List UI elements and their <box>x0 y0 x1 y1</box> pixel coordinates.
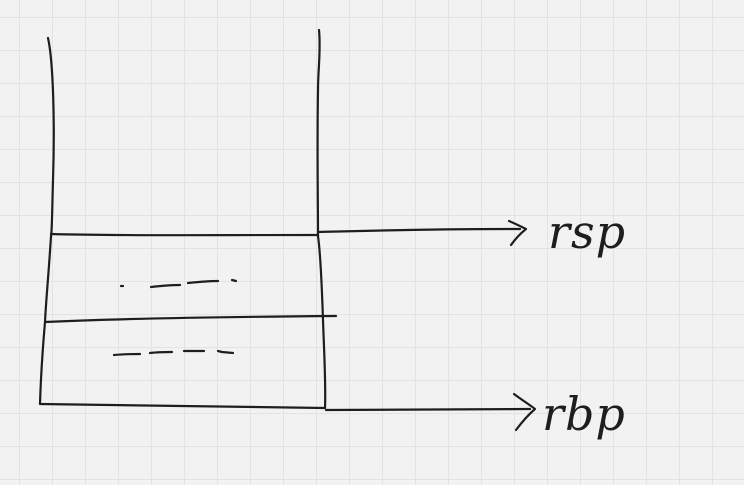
slot-2-placeholder <box>112 349 235 357</box>
slot-1-placeholder <box>119 278 238 289</box>
rsp-boundary-line <box>49 232 320 237</box>
stack-right-wall <box>316 28 327 410</box>
slot-divider-line <box>43 314 338 324</box>
stack-left-wall <box>38 36 55 406</box>
rbp-label: rbp <box>542 387 626 441</box>
rsp-arrow <box>316 219 528 247</box>
rbp-arrow <box>324 392 537 432</box>
rsp-label: rsp <box>548 205 626 259</box>
rbp-boundary-line <box>38 402 327 410</box>
